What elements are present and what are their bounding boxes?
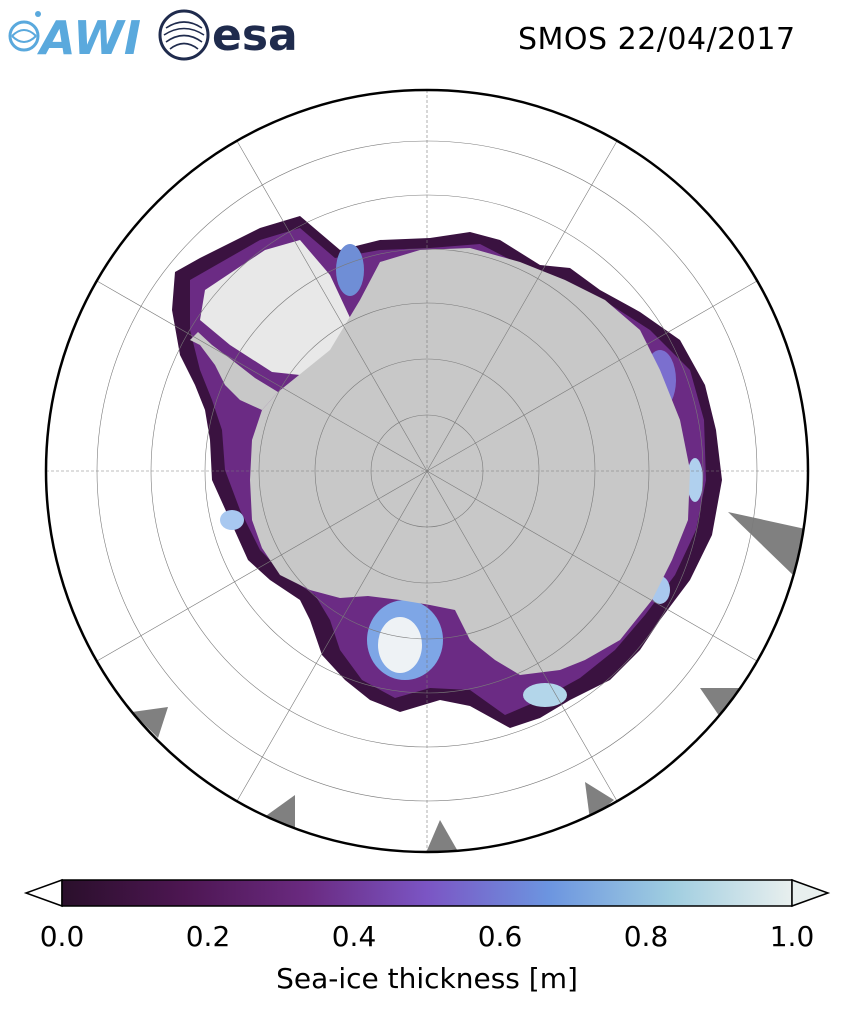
esa-logo-text: esa [212, 10, 298, 61]
awi-logo-text: AWI [37, 11, 141, 62]
colorbar [23, 878, 831, 908]
colorbar-tick-label: 0.4 [331, 920, 377, 953]
colorbar-gradient [61, 879, 793, 907]
colorbar-label: Sea-ice thickness [m] [276, 962, 578, 995]
colorbar-tick-label: 0.6 [477, 920, 523, 953]
colorbar-tick-label: 0.8 [623, 920, 669, 953]
colorbar-tick-label: 1.0 [769, 920, 815, 953]
colorbar-extend-high [791, 878, 831, 908]
polar-map [44, 88, 810, 854]
map-title: SMOS 22/04/2017 [518, 22, 796, 57]
header: AWI esa SMOS 22/04/2017 [0, 0, 854, 80]
map-boundary [44, 88, 810, 854]
graticule [46, 90, 808, 852]
ice-shelf [200, 240, 352, 375]
colorbar-extend-low [23, 878, 63, 908]
missing-data [132, 512, 808, 852]
awi-logo: AWI [8, 11, 141, 62]
esa-logo: esa [158, 9, 298, 61]
colorbar-tick-label: 0.0 [39, 920, 85, 953]
antarctic-peninsula [190, 332, 278, 410]
colorbar-tick-label: 0.2 [185, 920, 231, 953]
